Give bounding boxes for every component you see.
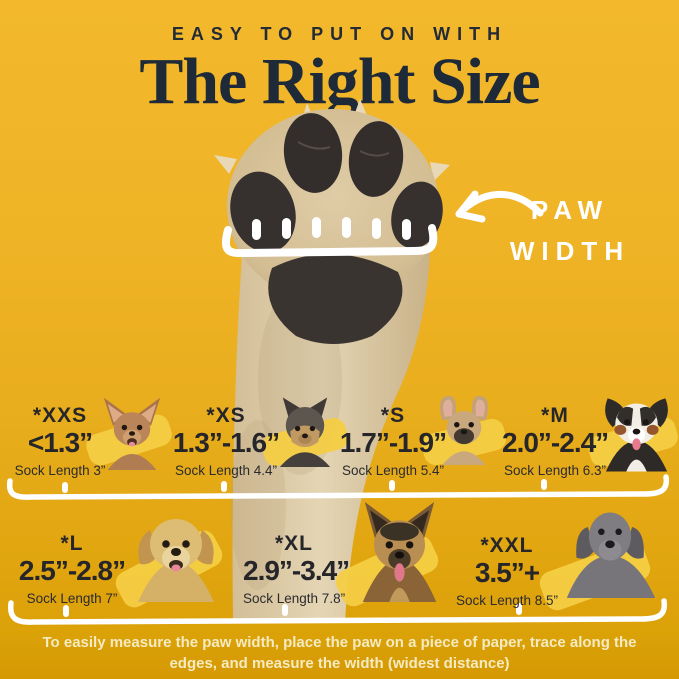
size-range: 2.5”-2.8” xyxy=(18,555,126,587)
header: EASY TO PUT ON WITH The Right Size xyxy=(0,24,679,115)
dog-photo-great-dane xyxy=(566,512,656,598)
size-range: 1.7”-1.9” xyxy=(339,427,447,459)
size-item-s: *S 1.7”-1.9” Sock Length 5.4” xyxy=(338,380,509,482)
page-title: The Right Size xyxy=(139,45,540,118)
size-range: 2.0”-2.4” xyxy=(502,427,609,459)
size-item-m: *M 2.0”-2.4” Sock Length 6.3” xyxy=(502,380,679,482)
sock-length: Sock Length 5.4” xyxy=(341,462,445,478)
eyebrow-text: EASY TO PUT ON WITH xyxy=(171,24,508,44)
dog-photo-german-shepherd xyxy=(362,502,437,602)
paw-width-ruler xyxy=(222,217,438,258)
toe-pads xyxy=(230,113,443,253)
paw-width-line1: PAW xyxy=(530,195,610,225)
dog-photo-chihuahua xyxy=(103,397,161,470)
size-item-xxl: *XXL 3.5”+ Sock Length 8.5” xyxy=(450,502,679,617)
paw-width-line2: WIDTH xyxy=(509,236,631,266)
size-label: *XXL xyxy=(480,534,534,557)
size-range: 2.9”-3.4” xyxy=(243,555,350,587)
size-item-l: *L 2.5”-2.8” Sock Length 7” xyxy=(18,502,236,617)
size-range: 3.5”+ xyxy=(474,557,540,589)
sock-length: Sock Length 3” xyxy=(14,462,106,478)
dog-photo-australian-shepherd xyxy=(605,398,668,472)
size-range: 1.3”-1.6” xyxy=(172,427,280,459)
sock-length: Sock Length 6.3” xyxy=(503,462,607,478)
size-item-xxs: *XXS <1.3” Sock Length 3” xyxy=(8,388,178,483)
sock-length: Sock Length 7.8” xyxy=(243,590,346,606)
footer-band: To easily measure the paw width, place t… xyxy=(0,627,679,679)
paw-pad-area xyxy=(227,109,439,303)
dog-photo-french-bulldog xyxy=(440,395,488,465)
size-label: *L xyxy=(60,532,84,555)
size-item-xs: *XS 1.3”-1.6” Sock Length 4.4” xyxy=(170,380,351,482)
size-label: *M xyxy=(541,404,569,427)
sock-length: Sock Length 8.5” xyxy=(455,592,559,608)
measuring-instructions: To easily measure the paw width, place t… xyxy=(42,634,637,672)
size-label: *S xyxy=(380,404,406,427)
size-label: *XS xyxy=(206,404,246,427)
paw-width-label: PAW WIDTH xyxy=(500,190,640,272)
size-label: *XXS xyxy=(32,404,88,427)
size-range: <1.3” xyxy=(27,427,93,459)
dog-photo-golden-retriever xyxy=(138,519,214,602)
size-item-xl: *XL 2.9”-3.4” Sock Length 7.8” xyxy=(243,500,458,617)
central-pad xyxy=(268,253,403,344)
sock-length: Sock Length 4.4” xyxy=(174,462,278,478)
size-label: *XL xyxy=(274,532,313,555)
sock-length: Sock Length 7” xyxy=(26,590,118,606)
